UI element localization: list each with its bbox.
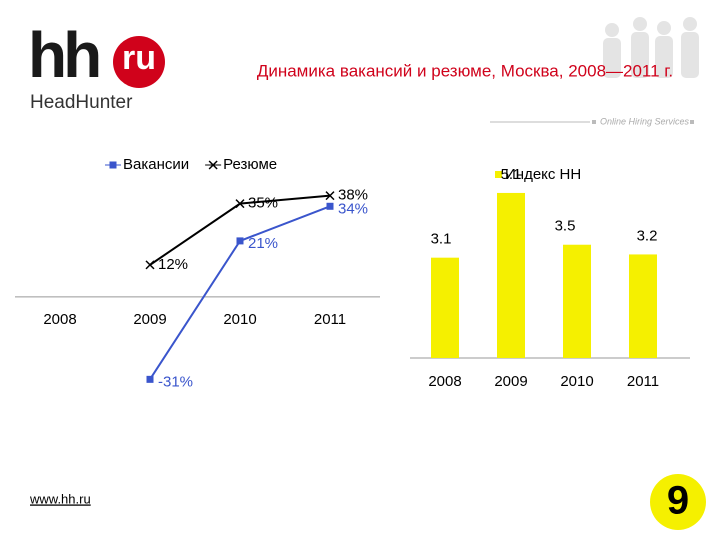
data-label: 3.2 [637,227,658,244]
bar [563,244,591,358]
marker [109,161,117,169]
logo-main: hh [28,19,99,91]
data-label: 3.1 [431,231,452,248]
tagline-dot [690,120,694,124]
x-tick-label: 2011 [314,311,346,328]
page-number: 9 [667,479,689,523]
series-line [149,194,331,266]
x-tick-label: 2009 [494,373,527,390]
footer-url: www.hh.ru [29,491,91,506]
tagline: Online Hiring Services [600,116,690,126]
data-label: 38% [338,187,368,204]
people-silhouettes [603,17,699,78]
legend-label: Индекс HH [505,166,581,183]
marker [145,260,155,270]
slide-title: Динамика вакансий и резюме, Москва, 2008… [257,61,673,80]
logo-ru: ru [122,39,156,77]
x-tick-label: 2011 [627,373,659,390]
bar [629,254,657,358]
page-badge [650,474,706,530]
series-line [149,205,331,380]
data-label: 21% [248,235,278,252]
data-label: 3.5 [555,218,576,235]
x-tick-label: 2010 [560,373,593,390]
marker [236,237,244,245]
data-label: 5.1 [501,166,522,183]
bar [497,192,525,358]
data-label: 34% [338,200,368,217]
marker [208,160,218,170]
x-tick-label: 2010 [223,311,256,328]
logo-circle [113,36,165,88]
x-tick-label: 2008 [43,311,76,328]
legend-label: Вакансии [123,156,189,173]
legend-swatch [495,171,502,178]
data-label: -31% [158,373,193,390]
data-label: 35% [248,195,278,212]
marker [325,191,335,201]
marker [146,375,154,383]
marker [326,202,334,210]
tagline-dot [592,120,596,124]
logo-sub: HeadHunter [30,92,133,113]
marker [235,199,245,209]
bar [431,257,459,358]
legend-label: Резюме [223,156,277,173]
x-tick-label: 2008 [428,373,461,390]
x-tick-label: 2009 [133,311,166,328]
data-label: 12% [158,256,188,273]
